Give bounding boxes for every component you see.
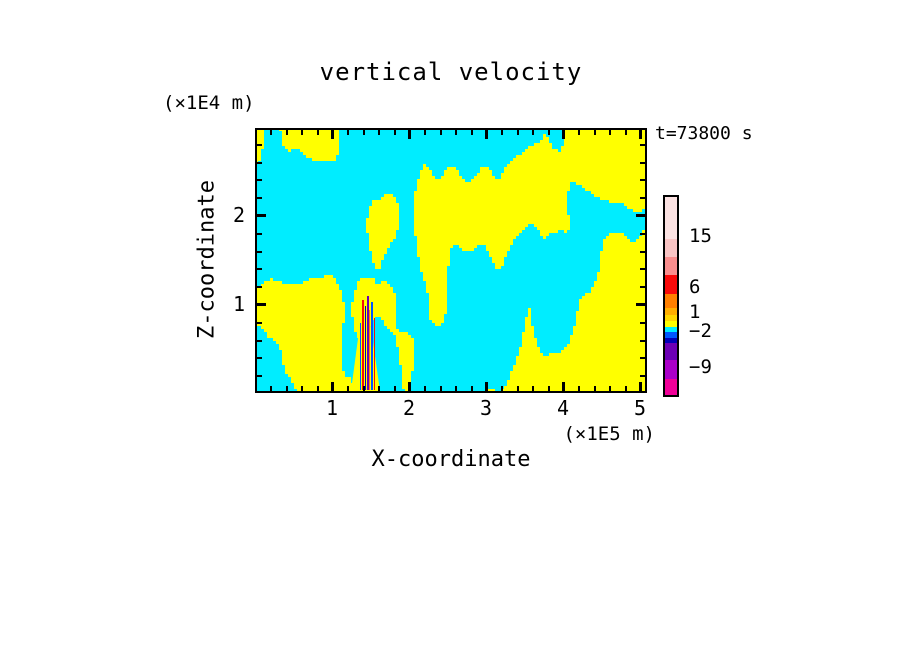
x-tick-label-5: 5 <box>633 396 647 420</box>
x-tick-label-3: 3 <box>479 396 493 420</box>
x-tick-label-1: 1 <box>325 396 339 420</box>
x-axis-label: X-coordinate <box>371 447 531 472</box>
colorbar-segment-13 <box>665 379 677 395</box>
z-tick-label-2: 2 <box>232 203 245 227</box>
colorbar-segment-11 <box>665 343 677 360</box>
z-axis-unit-label: (×1E4 m) <box>163 92 255 114</box>
colorbar-segment-7 <box>665 321 677 327</box>
heatmap-canvas <box>255 128 647 393</box>
colorbar-label-1: 6 <box>689 276 701 298</box>
z-tick-label-1: 1 <box>232 292 245 316</box>
colorbar-label-2: 1 <box>689 301 701 323</box>
colorbar-segment-4 <box>665 294 677 308</box>
colorbar-segment-0 <box>665 197 677 239</box>
colorbar-segment-10 <box>665 338 677 343</box>
page-title: vertical velocity <box>319 58 583 86</box>
colorbar-segment-1 <box>665 239 677 257</box>
colorbar-segment-3 <box>665 275 677 294</box>
x-axis-unit-label: (×1E5 m) <box>563 423 655 445</box>
time-label: t=73800 s <box>655 123 753 144</box>
colorbar-segment-5 <box>665 308 677 315</box>
colorbar <box>663 195 679 397</box>
z-axis-label: Z-coordinate <box>194 180 220 339</box>
colorbar-segment-12 <box>665 360 677 379</box>
colorbar-segment-6 <box>665 315 677 321</box>
colorbar-label-0: 15 <box>689 225 712 247</box>
x-tick-label-4: 4 <box>556 396 570 420</box>
x-tick-label-2: 2 <box>402 396 416 420</box>
colorbar-segment-2 <box>665 257 677 275</box>
colorbar-label-4: −9 <box>689 356 712 378</box>
colorbar-segment-9 <box>665 332 677 338</box>
colorbar-segment-8 <box>665 327 677 332</box>
colorbar-label-3: −2 <box>689 320 712 342</box>
